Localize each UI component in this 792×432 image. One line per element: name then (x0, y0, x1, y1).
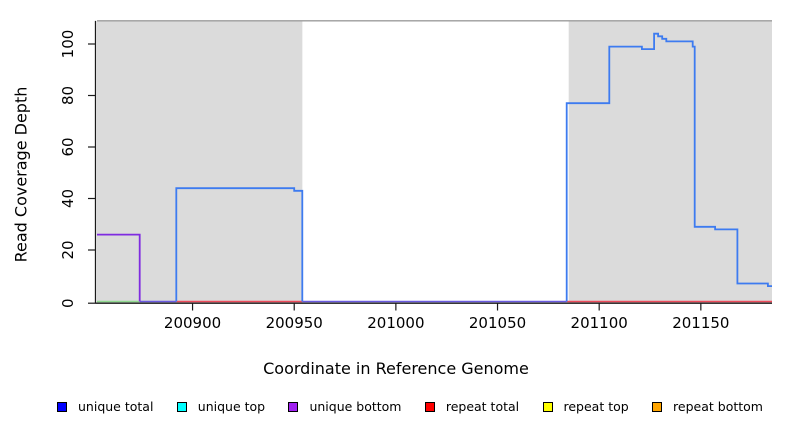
legend-swatch-icon (288, 401, 299, 412)
x-axis-title: Coordinate in Reference Genome (263, 359, 529, 378)
y-tick-label: 40 (59, 189, 77, 208)
legend-label: repeat top (563, 399, 629, 414)
legend-item: repeat total (424, 399, 520, 414)
legend-swatch-icon (652, 401, 663, 412)
legend-label: unique top (197, 399, 266, 414)
x-tick-label: 200950 (266, 314, 323, 332)
legend-label: unique bottom (309, 399, 402, 414)
legend-item: repeat bottom (652, 399, 763, 414)
repeat-region-right (568, 20, 772, 303)
legend-label: repeat bottom (673, 399, 763, 414)
x-tick-label: 201100 (571, 314, 628, 332)
repeat-region-left (97, 20, 303, 303)
x-tick-label: 201050 (469, 314, 526, 332)
y-tick-label: 0 (59, 298, 77, 308)
x-tick-label: 200900 (164, 314, 221, 332)
series-unique-bottom (97, 233, 141, 302)
y-tick-label: 20 (59, 240, 77, 259)
legend-item: unique top (176, 399, 266, 414)
x-tick-label: 201000 (367, 314, 424, 332)
legend-swatch-icon (424, 401, 435, 412)
legend-swatch-icon (542, 401, 553, 412)
legend-label: repeat total (445, 399, 520, 414)
legend-swatch-icon (176, 401, 187, 412)
x-tick-label: 201150 (672, 314, 729, 332)
legend: unique total unique top unique bottom repea… (57, 399, 763, 414)
legend-item: unique total (57, 399, 153, 414)
series-unique-total (175, 187, 304, 302)
y-tick-label: 60 (59, 137, 77, 156)
legend-item: repeat top (542, 399, 629, 414)
y-axis-title: Read Coverage Depth (11, 86, 31, 263)
legend-swatch-icon (57, 401, 67, 412)
y-tick-label: 100 (59, 30, 77, 59)
series-unique-total (565, 32, 772, 302)
legend-label: unique total (78, 399, 154, 414)
legend-item: unique bottom (288, 399, 402, 414)
y-tick-label: 80 (59, 86, 77, 105)
